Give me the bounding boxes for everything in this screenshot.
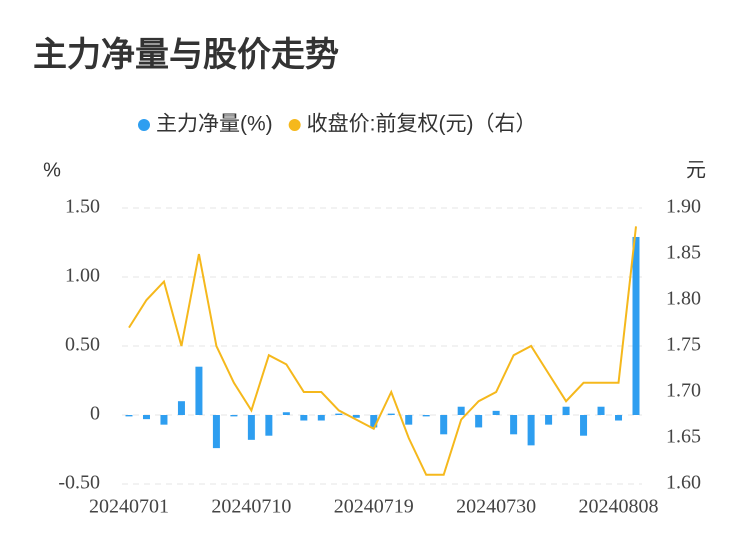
bar — [212, 415, 220, 449]
bar — [632, 236, 640, 415]
bar — [405, 415, 413, 425]
x-tick-label: 20240701 — [89, 496, 169, 518]
y-tick-label: 1.50 — [65, 196, 100, 218]
bar — [195, 366, 203, 415]
price-line — [128, 226, 637, 476]
bar — [300, 415, 308, 421]
y2-tick-label: 1.80 — [666, 288, 701, 310]
x-tick-label: 20240808 — [579, 496, 659, 518]
y2-tick-label: 1.75 — [666, 334, 701, 356]
bar — [387, 413, 395, 415]
bar — [142, 415, 150, 420]
y-tick-label: 0 — [90, 403, 100, 425]
bar — [335, 413, 343, 415]
legend-label: 收盘价:前复权(元)（右） — [307, 113, 537, 136]
legend-marker — [288, 119, 301, 131]
legend-label: 主力净量(%) — [156, 113, 273, 136]
bar — [440, 415, 448, 435]
y2-tick-label: 1.60 — [666, 472, 701, 494]
bar — [615, 415, 623, 421]
y-unit: % — [43, 159, 61, 181]
bar — [562, 406, 570, 415]
bar — [545, 415, 553, 425]
y-tick-label: 1.00 — [65, 265, 100, 287]
x-tick-label: 20240710 — [211, 496, 291, 518]
bar — [370, 415, 378, 428]
bar — [160, 415, 168, 425]
bar — [230, 415, 238, 417]
chart-title: 主力净量与股价走势 — [33, 36, 339, 74]
bar — [125, 415, 133, 417]
bar — [282, 412, 290, 415]
bar — [177, 401, 185, 415]
bar — [352, 415, 360, 418]
y2-unit: 元 — [686, 159, 706, 181]
bar — [580, 415, 588, 436]
bar — [597, 406, 605, 415]
bar — [317, 415, 325, 421]
bar — [247, 415, 255, 440]
x-tick-label: 20240719 — [334, 496, 414, 518]
bar — [475, 415, 483, 428]
y-tick-label: 0.50 — [65, 334, 100, 356]
x-tick-label: 20240730 — [456, 496, 536, 518]
bar — [492, 410, 500, 415]
bar — [510, 415, 518, 435]
bar — [265, 415, 273, 436]
legend-marker — [138, 119, 150, 131]
bar — [457, 406, 465, 415]
bar — [422, 415, 430, 417]
y-tick-label: -0.50 — [58, 472, 100, 494]
y2-tick-label: 1.85 — [666, 242, 701, 264]
y2-tick-label: 1.90 — [666, 196, 701, 218]
y2-tick-label: 1.70 — [666, 380, 701, 402]
bar — [527, 415, 535, 446]
y2-tick-label: 1.65 — [666, 426, 701, 448]
